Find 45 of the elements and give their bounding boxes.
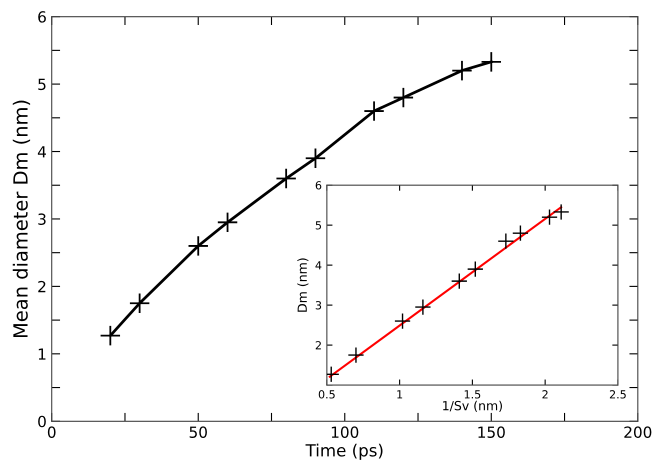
y-tick-label: 4	[315, 261, 322, 270]
y-axis-title: Dm (nm)	[297, 258, 308, 312]
x-tick-label: 100	[332, 426, 358, 438]
y-tick-label: 1	[38, 348, 46, 360]
point	[394, 312, 411, 330]
x-tick-label: 0	[48, 426, 56, 438]
y-tick-label: 3	[316, 301, 322, 310]
point	[188, 235, 209, 257]
point	[304, 148, 326, 169]
point	[466, 260, 484, 278]
x-tick-label: 1.5	[464, 390, 480, 399]
point	[276, 168, 297, 190]
y-axis-title: Mean diameter Dm (nm)	[12, 100, 30, 338]
x-tick-label: 1	[397, 390, 402, 398]
point	[480, 51, 502, 72]
y-tick-label: 0	[38, 416, 46, 428]
x-axis-title: 1/Sv (nm)	[443, 400, 502, 412]
point	[348, 346, 364, 364]
y-tick-label: 5	[316, 221, 322, 230]
x-axis-title: Time (ps)	[306, 444, 382, 460]
point	[512, 224, 529, 242]
x-tick-label: 0.5	[318, 390, 335, 399]
point	[451, 60, 473, 82]
x-tick-label: 2	[542, 390, 548, 398]
y-tick-label: 3	[38, 213, 46, 225]
y-tick-label: 4	[38, 146, 46, 158]
y-tick-label: 2	[316, 341, 321, 350]
point	[541, 208, 558, 226]
point	[100, 324, 121, 346]
x-tick-label: 50	[190, 426, 207, 438]
point	[392, 86, 414, 108]
point	[363, 100, 385, 122]
point	[129, 292, 150, 314]
point	[552, 204, 570, 220]
x-tick-label: 150	[478, 426, 505, 438]
x-tick-label: 2.5	[610, 390, 626, 399]
point	[216, 212, 238, 233]
y-tick-label: 6	[38, 11, 46, 23]
x-tick-label: 200	[624, 426, 652, 438]
y-tick-label: 5	[38, 78, 46, 90]
y-tick-label: 2	[38, 280, 46, 292]
point	[414, 298, 432, 316]
point	[498, 232, 514, 250]
y-tick-label: 6	[316, 181, 322, 190]
point	[450, 272, 468, 290]
